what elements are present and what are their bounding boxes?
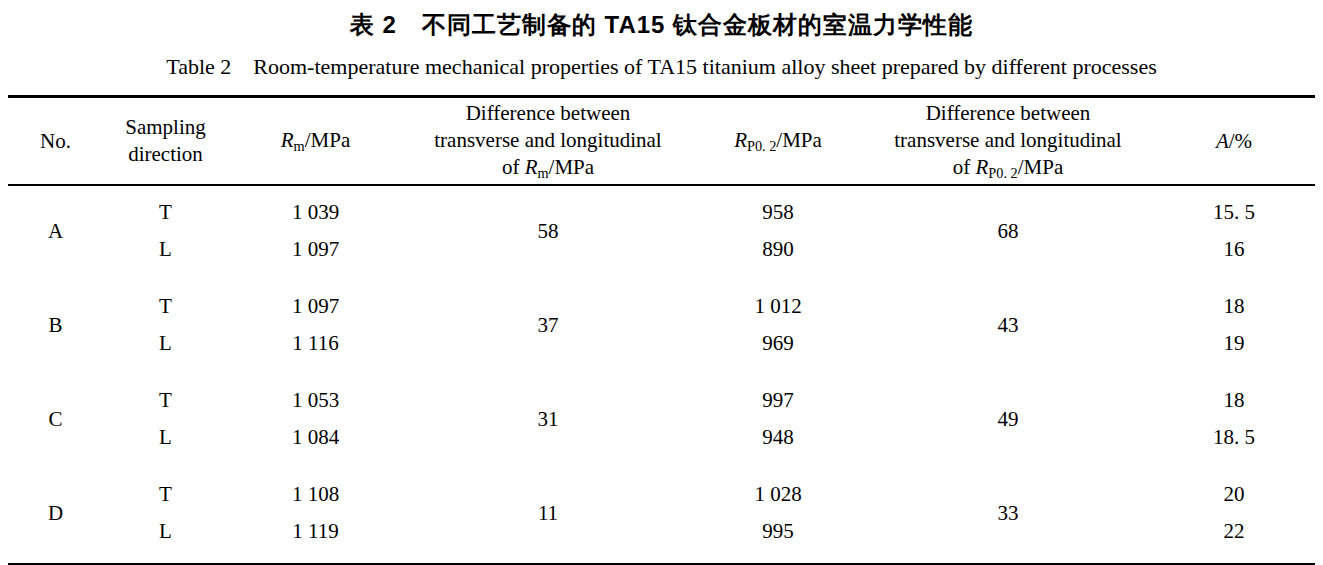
cell-elongation: 15. 5 bbox=[1153, 194, 1315, 231]
subscript-p02: P0. 2 bbox=[988, 165, 1017, 181]
cell-direction: T bbox=[103, 288, 228, 325]
table-title-english: Table 2 Room-temperature mechanical prop… bbox=[0, 52, 1323, 82]
col-header-diff-rp02: Difference between transverse and longit… bbox=[863, 97, 1153, 186]
mechanical-properties-table: No. Sampling direction Rm/MPa Difference… bbox=[8, 95, 1315, 565]
row-spacer bbox=[8, 456, 1315, 476]
cell-rm: 1 053 bbox=[228, 382, 403, 419]
cell-rp02: 995 bbox=[693, 513, 863, 550]
cell-elongation: 18 bbox=[1153, 382, 1315, 419]
subscript-m: m bbox=[294, 138, 305, 154]
cell-direction: L bbox=[103, 325, 228, 362]
cell-diff-rm: 58 bbox=[403, 194, 693, 268]
cell-diff-rp02: 68 bbox=[863, 194, 1153, 268]
cell-rm: 1 097 bbox=[228, 288, 403, 325]
cell-rp02: 948 bbox=[693, 419, 863, 456]
table-row-b-transverse: B T 1 097 37 1 012 43 18 bbox=[8, 288, 1315, 325]
header-line: of RP0. 2/MPa bbox=[863, 154, 1153, 183]
row-spacer bbox=[8, 268, 1315, 288]
unit-percent: /% bbox=[1229, 129, 1252, 153]
unit-mpa: /MPa bbox=[549, 155, 595, 179]
unit-mpa: /MPa bbox=[305, 128, 351, 152]
unit-mpa: /MPa bbox=[776, 128, 822, 152]
col-header-elongation: A/% bbox=[1153, 97, 1315, 186]
cell-direction: L bbox=[103, 419, 228, 456]
table-row-c-transverse: C T 1 053 31 997 49 18 bbox=[8, 382, 1315, 419]
col-header-sampling-direction: Sampling direction bbox=[103, 97, 228, 186]
cell-rp02: 890 bbox=[693, 231, 863, 268]
cell-elongation: 18 bbox=[1153, 288, 1315, 325]
cell-direction: L bbox=[103, 513, 228, 550]
header-line: of Rm/MPa bbox=[403, 154, 693, 183]
cell-no: C bbox=[8, 382, 103, 456]
cell-direction: T bbox=[103, 194, 228, 231]
header-line: Difference between bbox=[863, 100, 1153, 127]
cell-direction: T bbox=[103, 382, 228, 419]
table-title-chinese: 表 2 不同工艺制备的 TA15 钛合金板材的室温力学性能 bbox=[0, 0, 1323, 41]
table-header-row: No. Sampling direction Rm/MPa Difference… bbox=[8, 97, 1315, 186]
cell-direction: T bbox=[103, 476, 228, 513]
cell-diff-rm: 37 bbox=[403, 288, 693, 362]
cell-rp02: 969 bbox=[693, 325, 863, 362]
header-of-prefix: of bbox=[502, 155, 525, 179]
cell-rm: 1 116 bbox=[228, 325, 403, 362]
cell-elongation: 22 bbox=[1153, 513, 1315, 550]
cell-elongation: 19 bbox=[1153, 325, 1315, 362]
col-header-no: No. bbox=[8, 97, 103, 186]
header-of-prefix: of bbox=[953, 155, 976, 179]
unit-mpa: /MPa bbox=[1018, 155, 1064, 179]
symbol-rm: R bbox=[525, 155, 538, 179]
cell-rm: 1 084 bbox=[228, 419, 403, 456]
cell-diff-rp02: 43 bbox=[863, 288, 1153, 362]
cell-rm: 1 097 bbox=[228, 231, 403, 268]
cell-rp02: 1 028 bbox=[693, 476, 863, 513]
subscript-p02: P0. 2 bbox=[747, 138, 776, 154]
cell-elongation: 18. 5 bbox=[1153, 419, 1315, 456]
cell-rm: 1 039 bbox=[228, 194, 403, 231]
col-header-rp02: RP0. 2/MPa bbox=[693, 97, 863, 186]
symbol-rp02: R bbox=[734, 128, 747, 152]
header-line: transverse and longitudinal bbox=[403, 127, 693, 154]
header-line: direction bbox=[103, 141, 228, 168]
cell-diff-rp02: 33 bbox=[863, 476, 1153, 550]
cell-diff-rp02: 49 bbox=[863, 382, 1153, 456]
cell-elongation: 20 bbox=[1153, 476, 1315, 513]
cell-no: B bbox=[8, 288, 103, 362]
row-spacer bbox=[8, 362, 1315, 382]
cell-no: A bbox=[8, 194, 103, 268]
col-header-diff-rm: Difference between transverse and longit… bbox=[403, 97, 693, 186]
cell-rm: 1 119 bbox=[228, 513, 403, 550]
cell-no: D bbox=[8, 476, 103, 550]
row-spacer bbox=[8, 550, 1315, 565]
cell-rp02: 997 bbox=[693, 382, 863, 419]
symbol-rp02: R bbox=[976, 155, 989, 179]
row-spacer bbox=[8, 185, 1315, 194]
table-row-d-transverse: D T 1 108 11 1 028 33 20 bbox=[8, 476, 1315, 513]
cell-elongation: 16 bbox=[1153, 231, 1315, 268]
header-line: Sampling bbox=[103, 114, 228, 141]
header-line: Difference between bbox=[403, 100, 693, 127]
header-line: transverse and longitudinal bbox=[863, 127, 1153, 154]
symbol-a: A bbox=[1216, 129, 1229, 153]
cell-direction: L bbox=[103, 231, 228, 268]
cell-rm: 1 108 bbox=[228, 476, 403, 513]
col-header-rm: Rm/MPa bbox=[228, 97, 403, 186]
subscript-m: m bbox=[537, 165, 548, 181]
cell-rp02: 1 012 bbox=[693, 288, 863, 325]
table-row-a-transverse: A T 1 039 58 958 68 15. 5 bbox=[8, 194, 1315, 231]
symbol-rm: R bbox=[281, 128, 294, 152]
cell-diff-rm: 11 bbox=[403, 476, 693, 550]
cell-rp02: 958 bbox=[693, 194, 863, 231]
cell-diff-rm: 31 bbox=[403, 382, 693, 456]
